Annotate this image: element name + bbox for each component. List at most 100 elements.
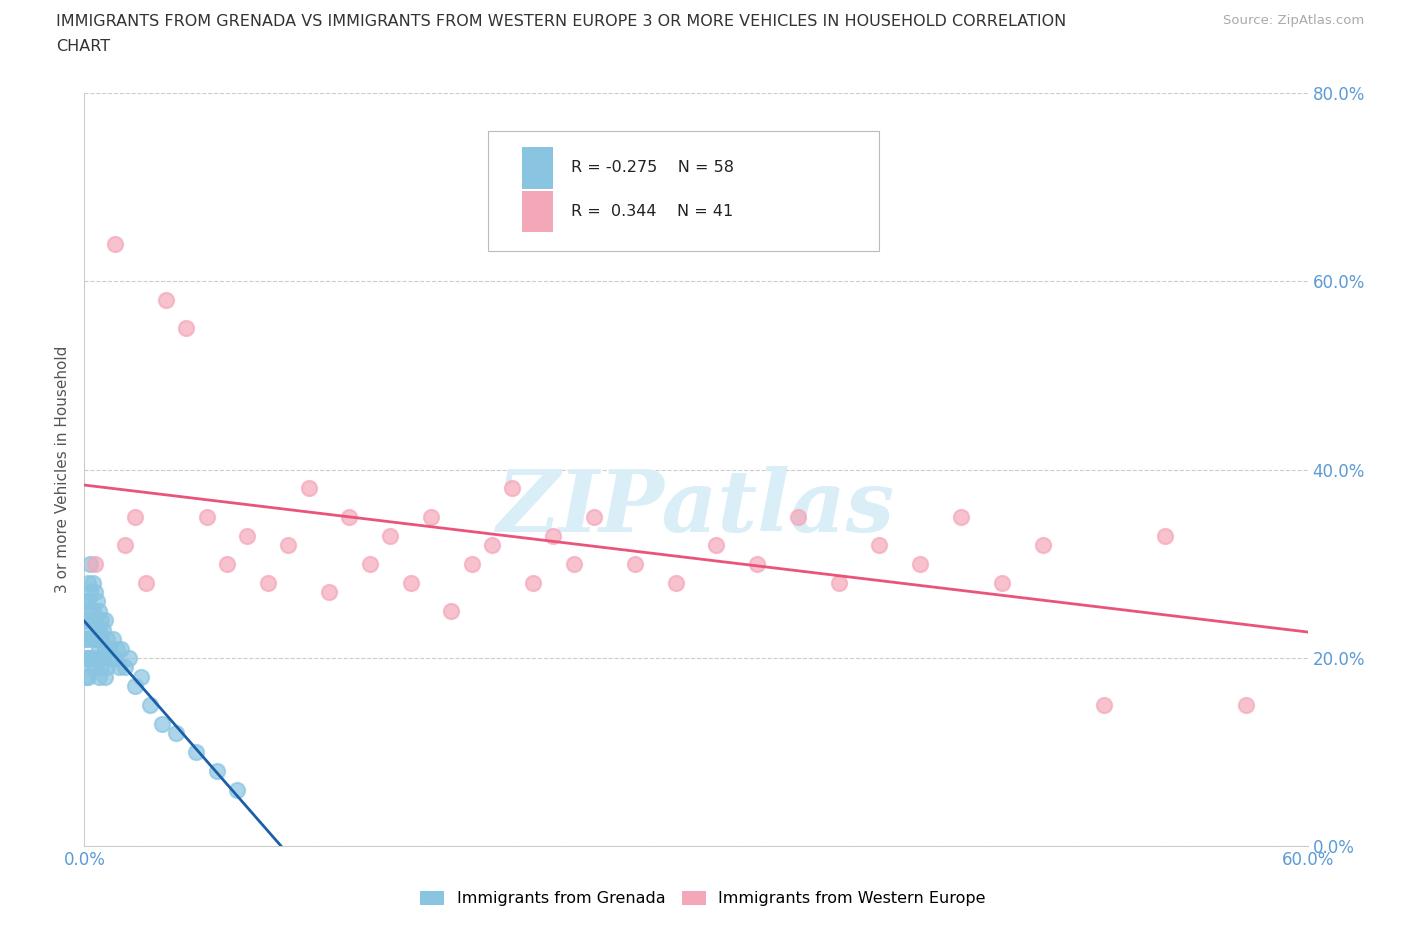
Point xyxy=(205,764,228,778)
Point xyxy=(97,641,120,656)
Point xyxy=(77,651,100,666)
Point xyxy=(75,651,97,666)
Point xyxy=(87,604,110,618)
Text: R =  0.344    N = 41: R = 0.344 N = 41 xyxy=(571,205,734,219)
Point xyxy=(174,321,197,336)
Point xyxy=(318,585,340,600)
Point xyxy=(706,538,728,552)
Point xyxy=(583,510,606,525)
Point xyxy=(991,575,1014,591)
Point xyxy=(77,670,100,684)
Point xyxy=(359,556,381,571)
Point xyxy=(86,622,108,637)
Point xyxy=(101,631,124,646)
Point xyxy=(82,660,104,675)
Point xyxy=(420,510,443,525)
Point xyxy=(87,641,110,656)
Point xyxy=(79,556,101,571)
Point xyxy=(165,726,187,741)
Point xyxy=(124,679,146,694)
Point xyxy=(339,510,361,525)
Y-axis label: 3 or more Vehicles in Household: 3 or more Vehicles in Household xyxy=(55,346,70,593)
Point xyxy=(522,575,544,591)
Point xyxy=(83,585,105,600)
Point xyxy=(87,670,110,684)
Point xyxy=(186,745,208,760)
Point xyxy=(93,670,115,684)
Point xyxy=(135,575,157,591)
Point xyxy=(75,594,97,609)
Point xyxy=(82,575,104,591)
Point xyxy=(100,651,122,666)
Point xyxy=(91,651,114,666)
Point xyxy=(131,670,153,684)
Point xyxy=(79,604,101,618)
Point xyxy=(124,510,146,525)
Point xyxy=(195,510,218,525)
Text: CHART: CHART xyxy=(56,39,110,54)
Point xyxy=(83,556,105,571)
Text: IMMIGRANTS FROM GRENADA VS IMMIGRANTS FROM WESTERN EUROPE 3 OR MORE VEHICLES IN : IMMIGRANTS FROM GRENADA VS IMMIGRANTS FR… xyxy=(56,14,1067,29)
Point xyxy=(96,660,118,675)
Point xyxy=(75,613,97,628)
Point xyxy=(86,594,108,609)
Point xyxy=(93,641,115,656)
Point xyxy=(217,556,239,571)
Point xyxy=(1236,698,1258,712)
Point xyxy=(1092,698,1115,712)
Point xyxy=(298,481,321,496)
Point xyxy=(90,631,112,646)
Point xyxy=(79,651,101,666)
FancyBboxPatch shape xyxy=(488,130,880,251)
Point xyxy=(83,613,105,628)
Point xyxy=(96,631,118,646)
Point xyxy=(910,556,932,571)
Point xyxy=(83,660,105,675)
Point xyxy=(114,660,136,675)
Point xyxy=(624,556,647,571)
Point xyxy=(399,575,422,591)
FancyBboxPatch shape xyxy=(522,191,553,232)
Point xyxy=(502,481,524,496)
Point xyxy=(90,660,112,675)
Point xyxy=(114,538,136,552)
Point xyxy=(90,613,112,628)
Point xyxy=(104,651,127,666)
Point xyxy=(787,510,810,525)
Point xyxy=(93,613,115,628)
Point xyxy=(543,528,565,543)
Point xyxy=(138,698,160,712)
Point xyxy=(104,236,127,251)
Point xyxy=(481,538,503,552)
FancyBboxPatch shape xyxy=(522,147,553,189)
Point xyxy=(82,631,104,646)
Point xyxy=(380,528,402,543)
Point xyxy=(257,575,280,591)
Point xyxy=(440,604,463,618)
Point xyxy=(869,538,891,552)
Point xyxy=(86,651,108,666)
Point xyxy=(1032,538,1054,552)
Text: ZIPatlas: ZIPatlas xyxy=(496,466,896,549)
Point xyxy=(108,660,131,675)
Point xyxy=(562,556,585,571)
Point xyxy=(461,556,484,571)
Point xyxy=(950,510,973,525)
Point xyxy=(226,782,249,797)
Point xyxy=(79,585,101,600)
Point xyxy=(110,641,132,656)
Point xyxy=(87,622,110,637)
Point xyxy=(150,716,173,731)
Point xyxy=(236,528,259,543)
Point xyxy=(105,641,128,656)
Point xyxy=(77,631,100,646)
Point xyxy=(75,670,97,684)
Point xyxy=(747,556,769,571)
Point xyxy=(79,622,101,637)
Legend: Immigrants from Grenada, Immigrants from Western Europe: Immigrants from Grenada, Immigrants from… xyxy=(413,884,993,912)
Point xyxy=(1154,528,1177,543)
Point xyxy=(118,651,141,666)
Point xyxy=(91,622,114,637)
Point xyxy=(82,604,104,618)
Point xyxy=(665,575,688,591)
